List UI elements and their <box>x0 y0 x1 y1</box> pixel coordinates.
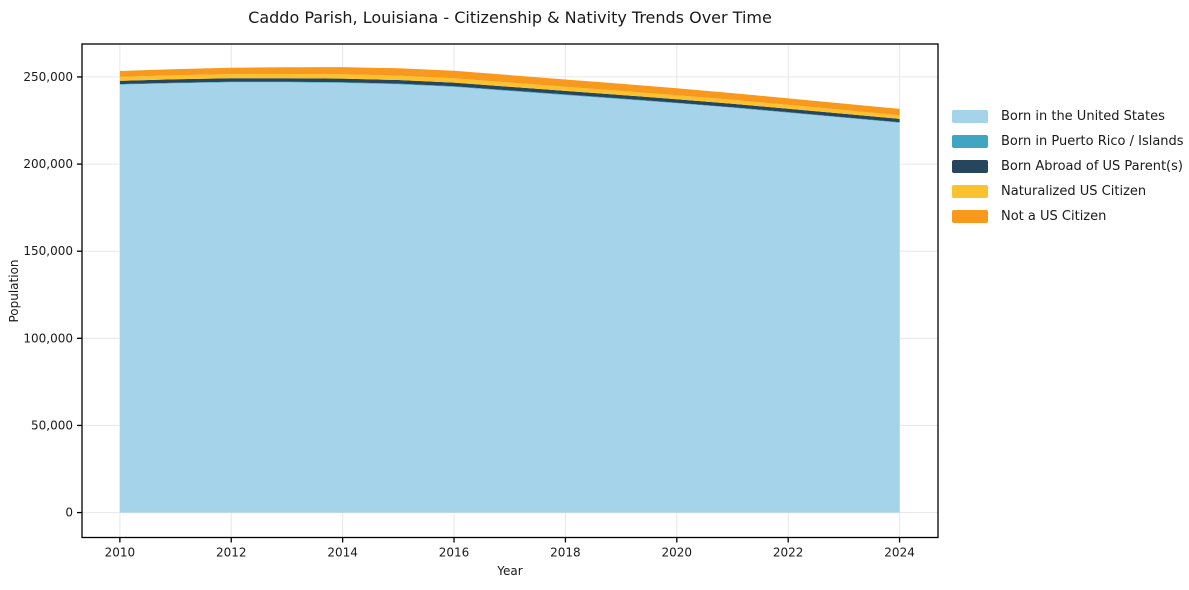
y-tick-label: 150,000 <box>23 244 73 258</box>
legend-label: Not a US Citizen <box>1001 209 1107 224</box>
x-tick-label: 2014 <box>327 546 358 560</box>
chart-title: Caddo Parish, Louisiana - Citizenship & … <box>248 8 772 27</box>
y-tick-label: 250,000 <box>23 70 73 84</box>
area-series-born-abroad-of-us-parent-s <box>119 78 900 123</box>
y-axis: 0 50,000 100,000 150,000 200,000 250,000 <box>23 70 82 520</box>
legend-item-born-in-the-united-states: Born in the United States <box>952 104 1184 129</box>
legend-swatch <box>952 110 988 123</box>
legend-item-not-a-us-citizen: Not a US Citizen <box>952 204 1184 229</box>
plot-areas <box>119 67 900 513</box>
legend-item-born-abroad-of-us-parent-s: Born Abroad of US Parent(s) <box>952 154 1184 179</box>
legend-swatch <box>952 185 988 198</box>
x-tick-label: 2020 <box>662 546 693 560</box>
legend-label: Born Abroad of US Parent(s) <box>1001 159 1183 174</box>
axes-frame <box>81 43 939 539</box>
legend-swatch <box>952 160 988 173</box>
legend-item-naturalized-us-citizen: Naturalized US Citizen <box>952 179 1184 204</box>
y-tick-label: 200,000 <box>23 157 73 171</box>
legend: Born in the United States Born in Puerto … <box>952 104 1184 229</box>
x-tick-label: 2022 <box>773 546 804 560</box>
x-axis: 2010 2012 2014 2016 2018 2020 2022 2024 <box>105 537 915 560</box>
x-tick-label: 2018 <box>550 546 581 560</box>
area-series-not-a-us-citizen <box>119 67 900 116</box>
y-tick-label: 100,000 <box>23 331 73 345</box>
legend-label: Born in the United States <box>1001 109 1165 124</box>
legend-swatch <box>952 210 988 223</box>
x-tick-label: 2016 <box>439 546 470 560</box>
legend-item-born-in-puerto-rico-islands: Born in Puerto Rico / Islands <box>952 129 1184 154</box>
y-axis-label: Population <box>7 259 21 323</box>
area-series-naturalized-us-citizen <box>119 74 900 119</box>
legend-label: Born in Puerto Rico / Islands <box>1001 134 1184 149</box>
legend-swatch <box>952 135 988 148</box>
y-tick-label: 0 <box>65 506 73 520</box>
x-tick-label: 2024 <box>884 546 915 560</box>
legend-label: Naturalized US Citizen <box>1001 184 1147 199</box>
area-series-born-in-the-united-states <box>119 82 900 513</box>
x-tick-label: 2010 <box>105 546 136 560</box>
x-axis-label: Year <box>497 564 523 578</box>
x-tick-label: 2012 <box>216 546 247 560</box>
y-tick-label: 50,000 <box>31 418 73 432</box>
